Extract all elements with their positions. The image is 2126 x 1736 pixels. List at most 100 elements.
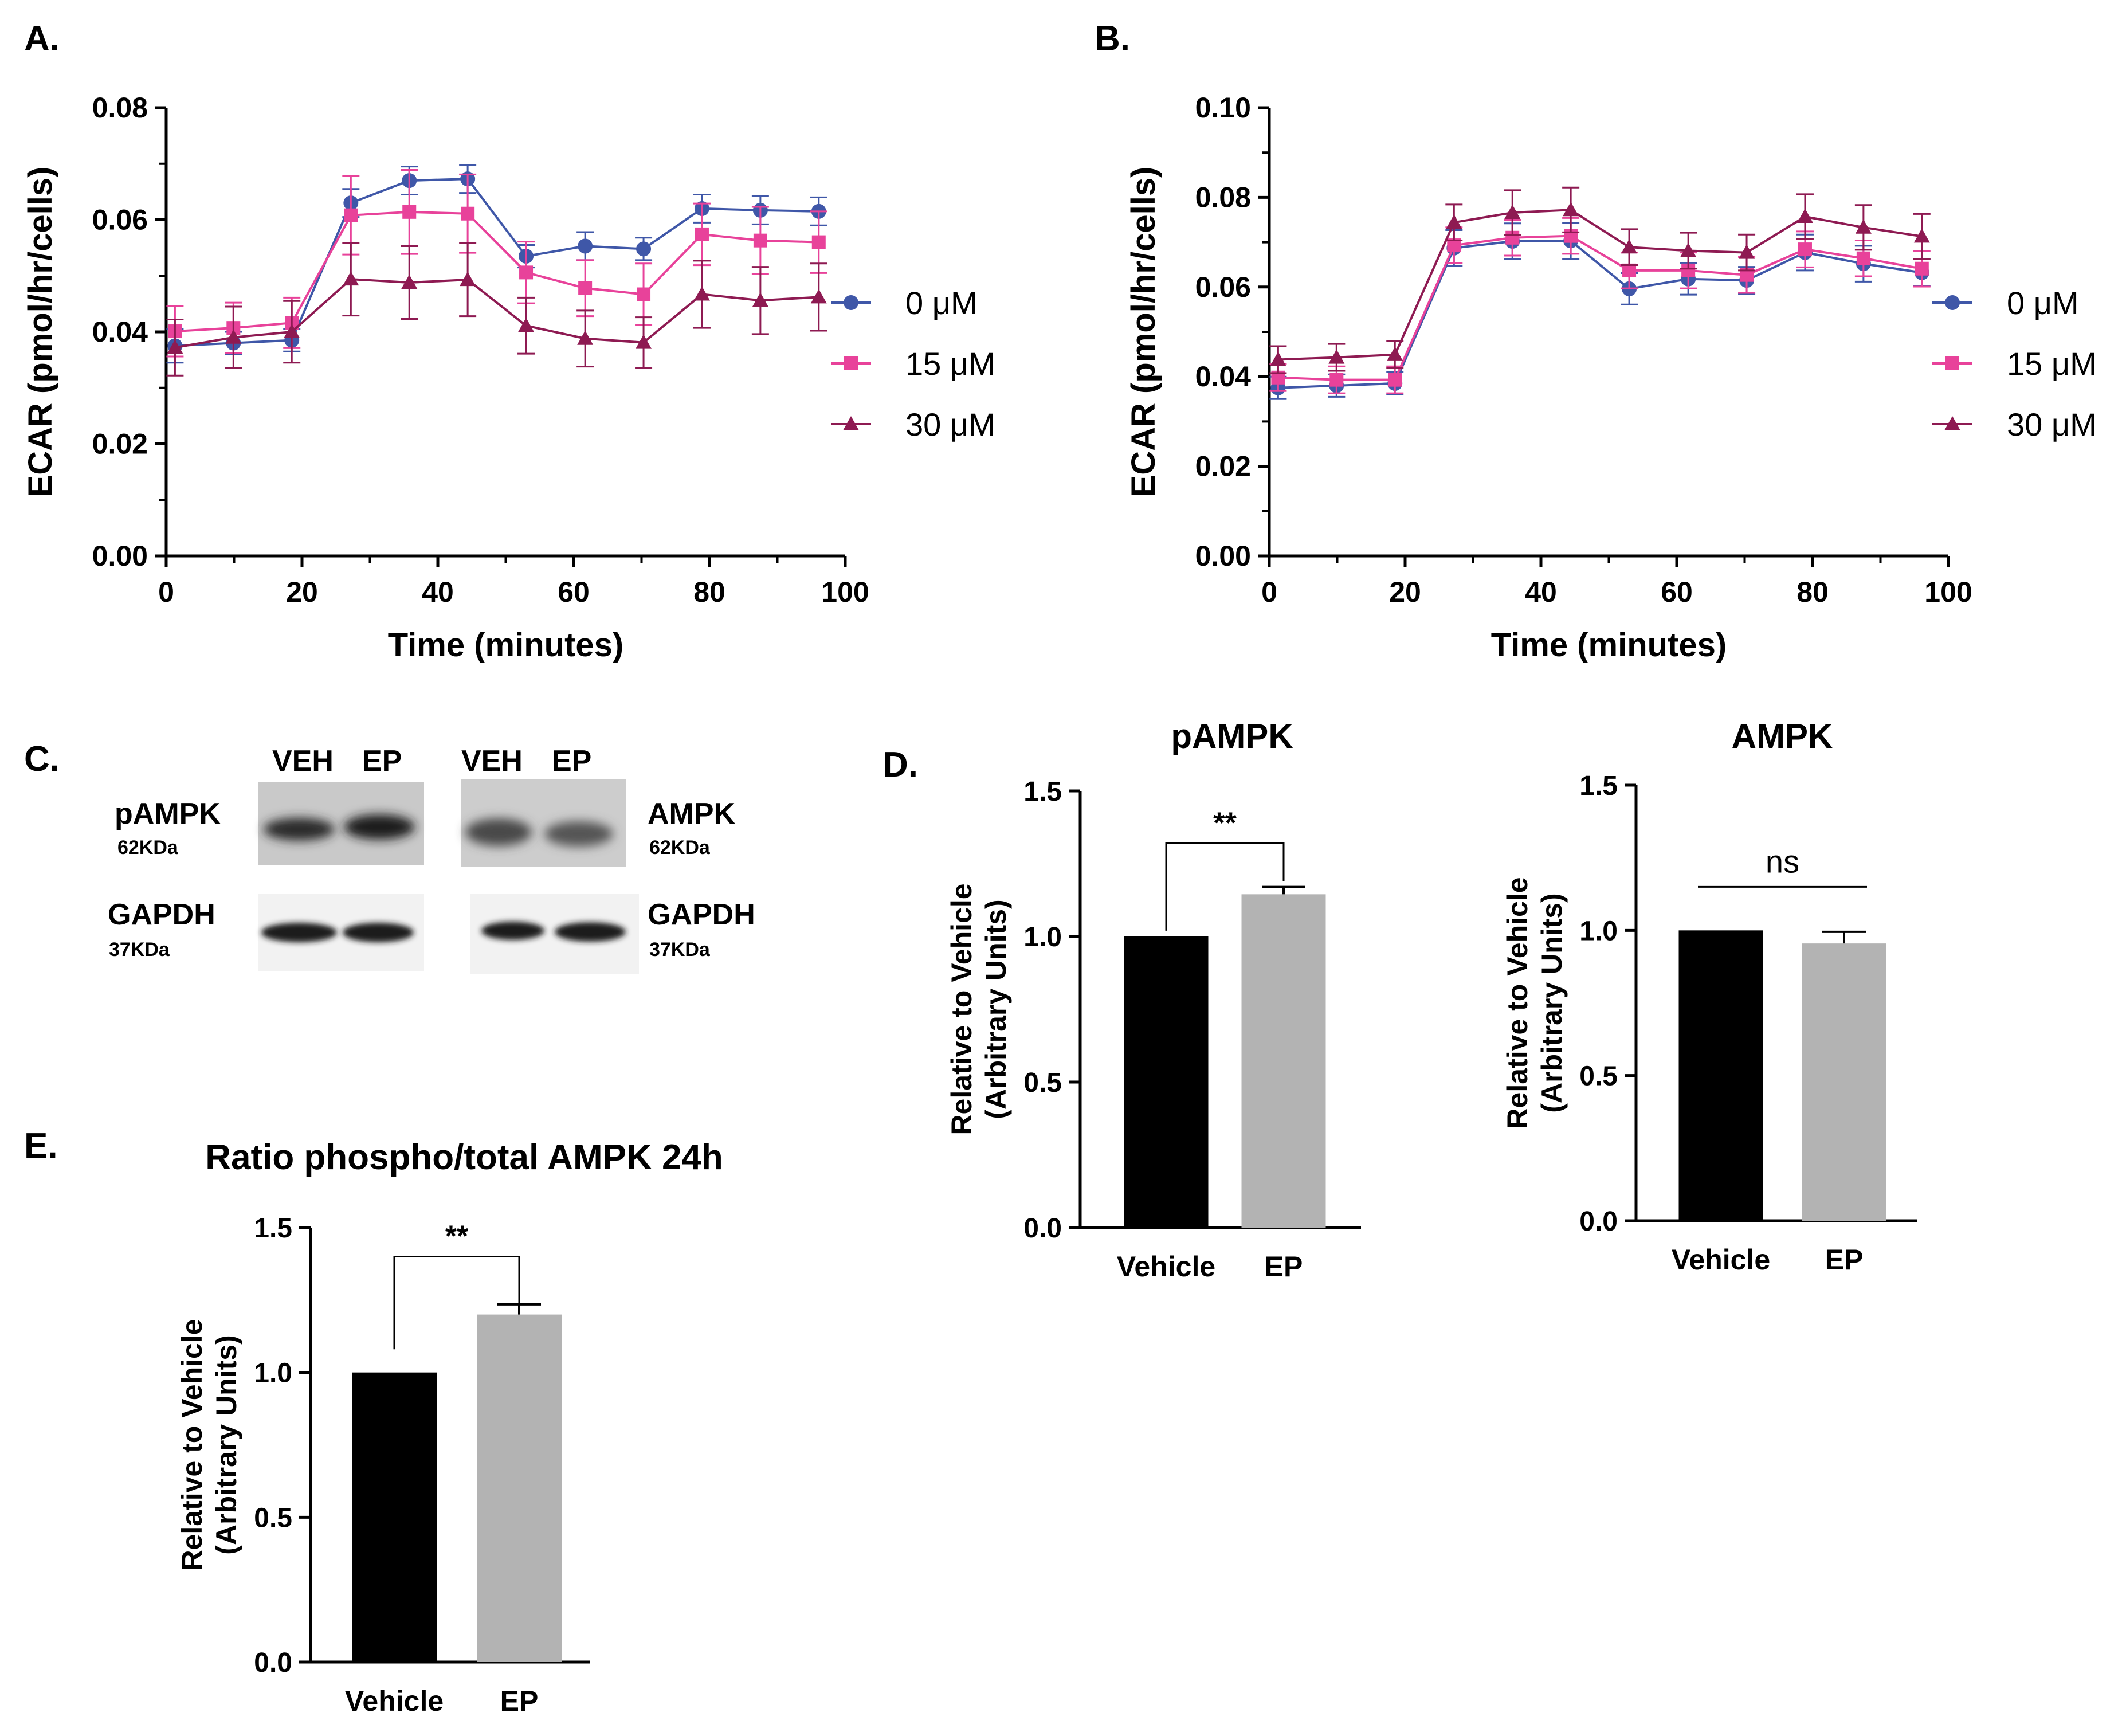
blot-band-pampk-ep <box>344 814 415 840</box>
blot-label-pampk: pAMPK <box>115 797 221 830</box>
data-point <box>1563 202 1579 217</box>
chart-B-series-0 <box>1269 222 1931 400</box>
data-point <box>518 318 535 332</box>
chart-B-x-tick-label: 20 <box>1389 576 1421 608</box>
chart-D-AMPK-y-axis-label-line2: (Arbitrary Units) <box>1536 893 1568 1112</box>
chart-D-pAMPK-category-label-0: Vehicle <box>1117 1251 1215 1283</box>
chart-D-AMPK-title: AMPK <box>1732 717 1833 755</box>
blot-lane-label-ep-right: EP <box>552 744 591 778</box>
chart-D-pAMPK-y-tick-label: 0.5 <box>1023 1068 1062 1098</box>
data-point <box>578 281 593 295</box>
data-point <box>636 241 652 257</box>
data-point <box>1504 204 1521 219</box>
chart-D-AMPK-significance-label: ns <box>1766 843 1799 879</box>
chart-ratio-bars: 0.0 0.5 1.0 1.5 Ratio phospho/total AMPK 24h… <box>176 1138 723 1717</box>
data-point <box>1621 239 1638 254</box>
data-point <box>1913 228 1930 243</box>
data-point <box>1798 242 1812 257</box>
chart-D-pAMPK-y-tick-label: 1.5 <box>1023 777 1062 807</box>
chart-E-y-tick-label: 1.0 <box>254 1358 292 1389</box>
chart-A-x-tick-label: 80 <box>693 576 725 608</box>
chart-A-x-axis-label: Time (minutes) <box>388 626 623 664</box>
blot-size-gapdh-left: 37KDa <box>109 939 170 961</box>
chart-B-x-tick-label: 60 <box>1661 576 1693 608</box>
chart-B-series-1 <box>1269 217 1931 394</box>
panel-label-e: E. <box>24 1126 58 1166</box>
chart-D-pAMPK-y-axis-label-line2: (Arbitrary Units) <box>980 899 1012 1119</box>
chart-B-x-tick-label: 100 <box>1924 576 1972 608</box>
data-point <box>1388 373 1402 387</box>
chart-B-y-tick-label: 0.08 <box>1195 181 1251 213</box>
legend-label: 30 μM <box>905 406 995 442</box>
data-point <box>1270 351 1286 366</box>
chart-B-y-axis-label: ECAR (pmol/hr/cells) <box>1125 167 1162 497</box>
chart-D-AMPK-y-axis-label-line1: Relative to Vehicle <box>1501 877 1533 1128</box>
chart-D-pAMPK-significance-label: ** <box>1213 806 1237 840</box>
chart-A-y-tick-label: 0.02 <box>92 428 148 460</box>
chart-E-category-label-1: EP <box>500 1685 539 1717</box>
data-point <box>461 206 475 221</box>
chart-pampk-bars: 0.0 0.5 1.0 1.5 pAMPK Relative to Vehicle (Arb… <box>946 717 1361 1283</box>
data-point <box>1446 214 1462 229</box>
data-point <box>693 286 710 301</box>
legend-marker <box>1945 356 1959 370</box>
chart-A-x-tick-label: 100 <box>821 576 869 608</box>
chart-D-pAMPK-bar-1 <box>1241 894 1326 1228</box>
blot-label-ampk: AMPK <box>648 797 736 830</box>
panel-label-d: D. <box>882 745 918 785</box>
panel-label-a: A. <box>24 19 60 58</box>
chart-ecar-panel-a: 0.00 0.02 0.04 0.06 0.08 0 20 40 60 80 100 Time (mi… <box>22 92 995 664</box>
chart-A-y-tick-label: 0.08 <box>92 92 148 124</box>
chart-A-y-axis-label: ECAR (pmol/hr/cells) <box>22 167 59 497</box>
chart-A-legend: 0 μM 15 μM 30 μM <box>831 285 995 442</box>
chart-B-y-tick-label: 0.04 <box>1195 360 1252 393</box>
panel-label-b: B. <box>1095 19 1130 58</box>
chart-E-y-tick-label: 0.0 <box>254 1648 292 1678</box>
chart-A-x-tick-label: 60 <box>558 576 590 608</box>
data-point <box>284 324 300 338</box>
blot-lane-label-veh-left: VEH <box>272 744 334 778</box>
chart-E-significance-label: ** <box>445 1220 469 1253</box>
data-point <box>1855 219 1872 234</box>
data-point <box>753 233 767 248</box>
data-point <box>1856 251 1870 265</box>
data-point <box>637 287 651 301</box>
data-point <box>344 208 358 222</box>
blot-band-gapdh-right-veh <box>481 922 544 940</box>
chart-D-AMPK-y-tick-label: 0.5 <box>1579 1061 1618 1092</box>
legend-label: 30 μM <box>2007 406 2097 442</box>
data-point <box>1915 261 1929 276</box>
blot-band-pampk-veh <box>264 818 335 841</box>
legend-marker <box>844 295 858 310</box>
data-point <box>1739 244 1755 259</box>
data-point <box>752 292 768 307</box>
chart-B-y-tick-label: 0.00 <box>1195 540 1251 572</box>
chart-A-x-tick-label: 40 <box>422 576 454 608</box>
data-point <box>460 272 476 287</box>
data-point <box>402 205 417 219</box>
legend-label: 0 μM <box>2007 285 2079 321</box>
blot-band-ampk-veh <box>465 818 532 846</box>
blot-band-ampk-ep <box>544 821 613 847</box>
chart-B-x-tick-label: 40 <box>1525 576 1557 608</box>
legend-label: 0 μM <box>905 285 978 321</box>
chart-A-series-1 <box>166 169 827 358</box>
data-point <box>1329 373 1344 387</box>
legend-label: 15 μM <box>2007 346 2097 382</box>
chart-E-bar-0 <box>352 1372 437 1662</box>
blot-label-gapdh-left: GAPDH <box>108 898 215 931</box>
chart-E-category-label-0: Vehicle <box>345 1685 444 1717</box>
chart-D-AMPK-category-label-0: Vehicle <box>1672 1244 1770 1276</box>
blot-band-gapdh-right-ep <box>555 922 626 942</box>
data-point <box>811 235 826 249</box>
blot-band-gapdh-left-veh <box>261 923 337 942</box>
western-blot: VEH EP VEH EP pAMPK 62KDa GAPDH 37KDa AM… <box>108 744 755 974</box>
chart-A-y-tick-label: 0.00 <box>92 540 148 572</box>
chart-D-pAMPK-category-label-1: EP <box>1265 1251 1303 1283</box>
chart-E-significance-bracket <box>393 1256 520 1350</box>
chart-ampk-bars: 0.0 0.5 1.0 1.5 AMPK Relative to Vehicle (Arbi… <box>1501 717 1917 1276</box>
legend-label: 15 μM <box>905 346 995 382</box>
legend-marker <box>844 356 858 370</box>
legend-marker <box>1944 416 1960 430</box>
